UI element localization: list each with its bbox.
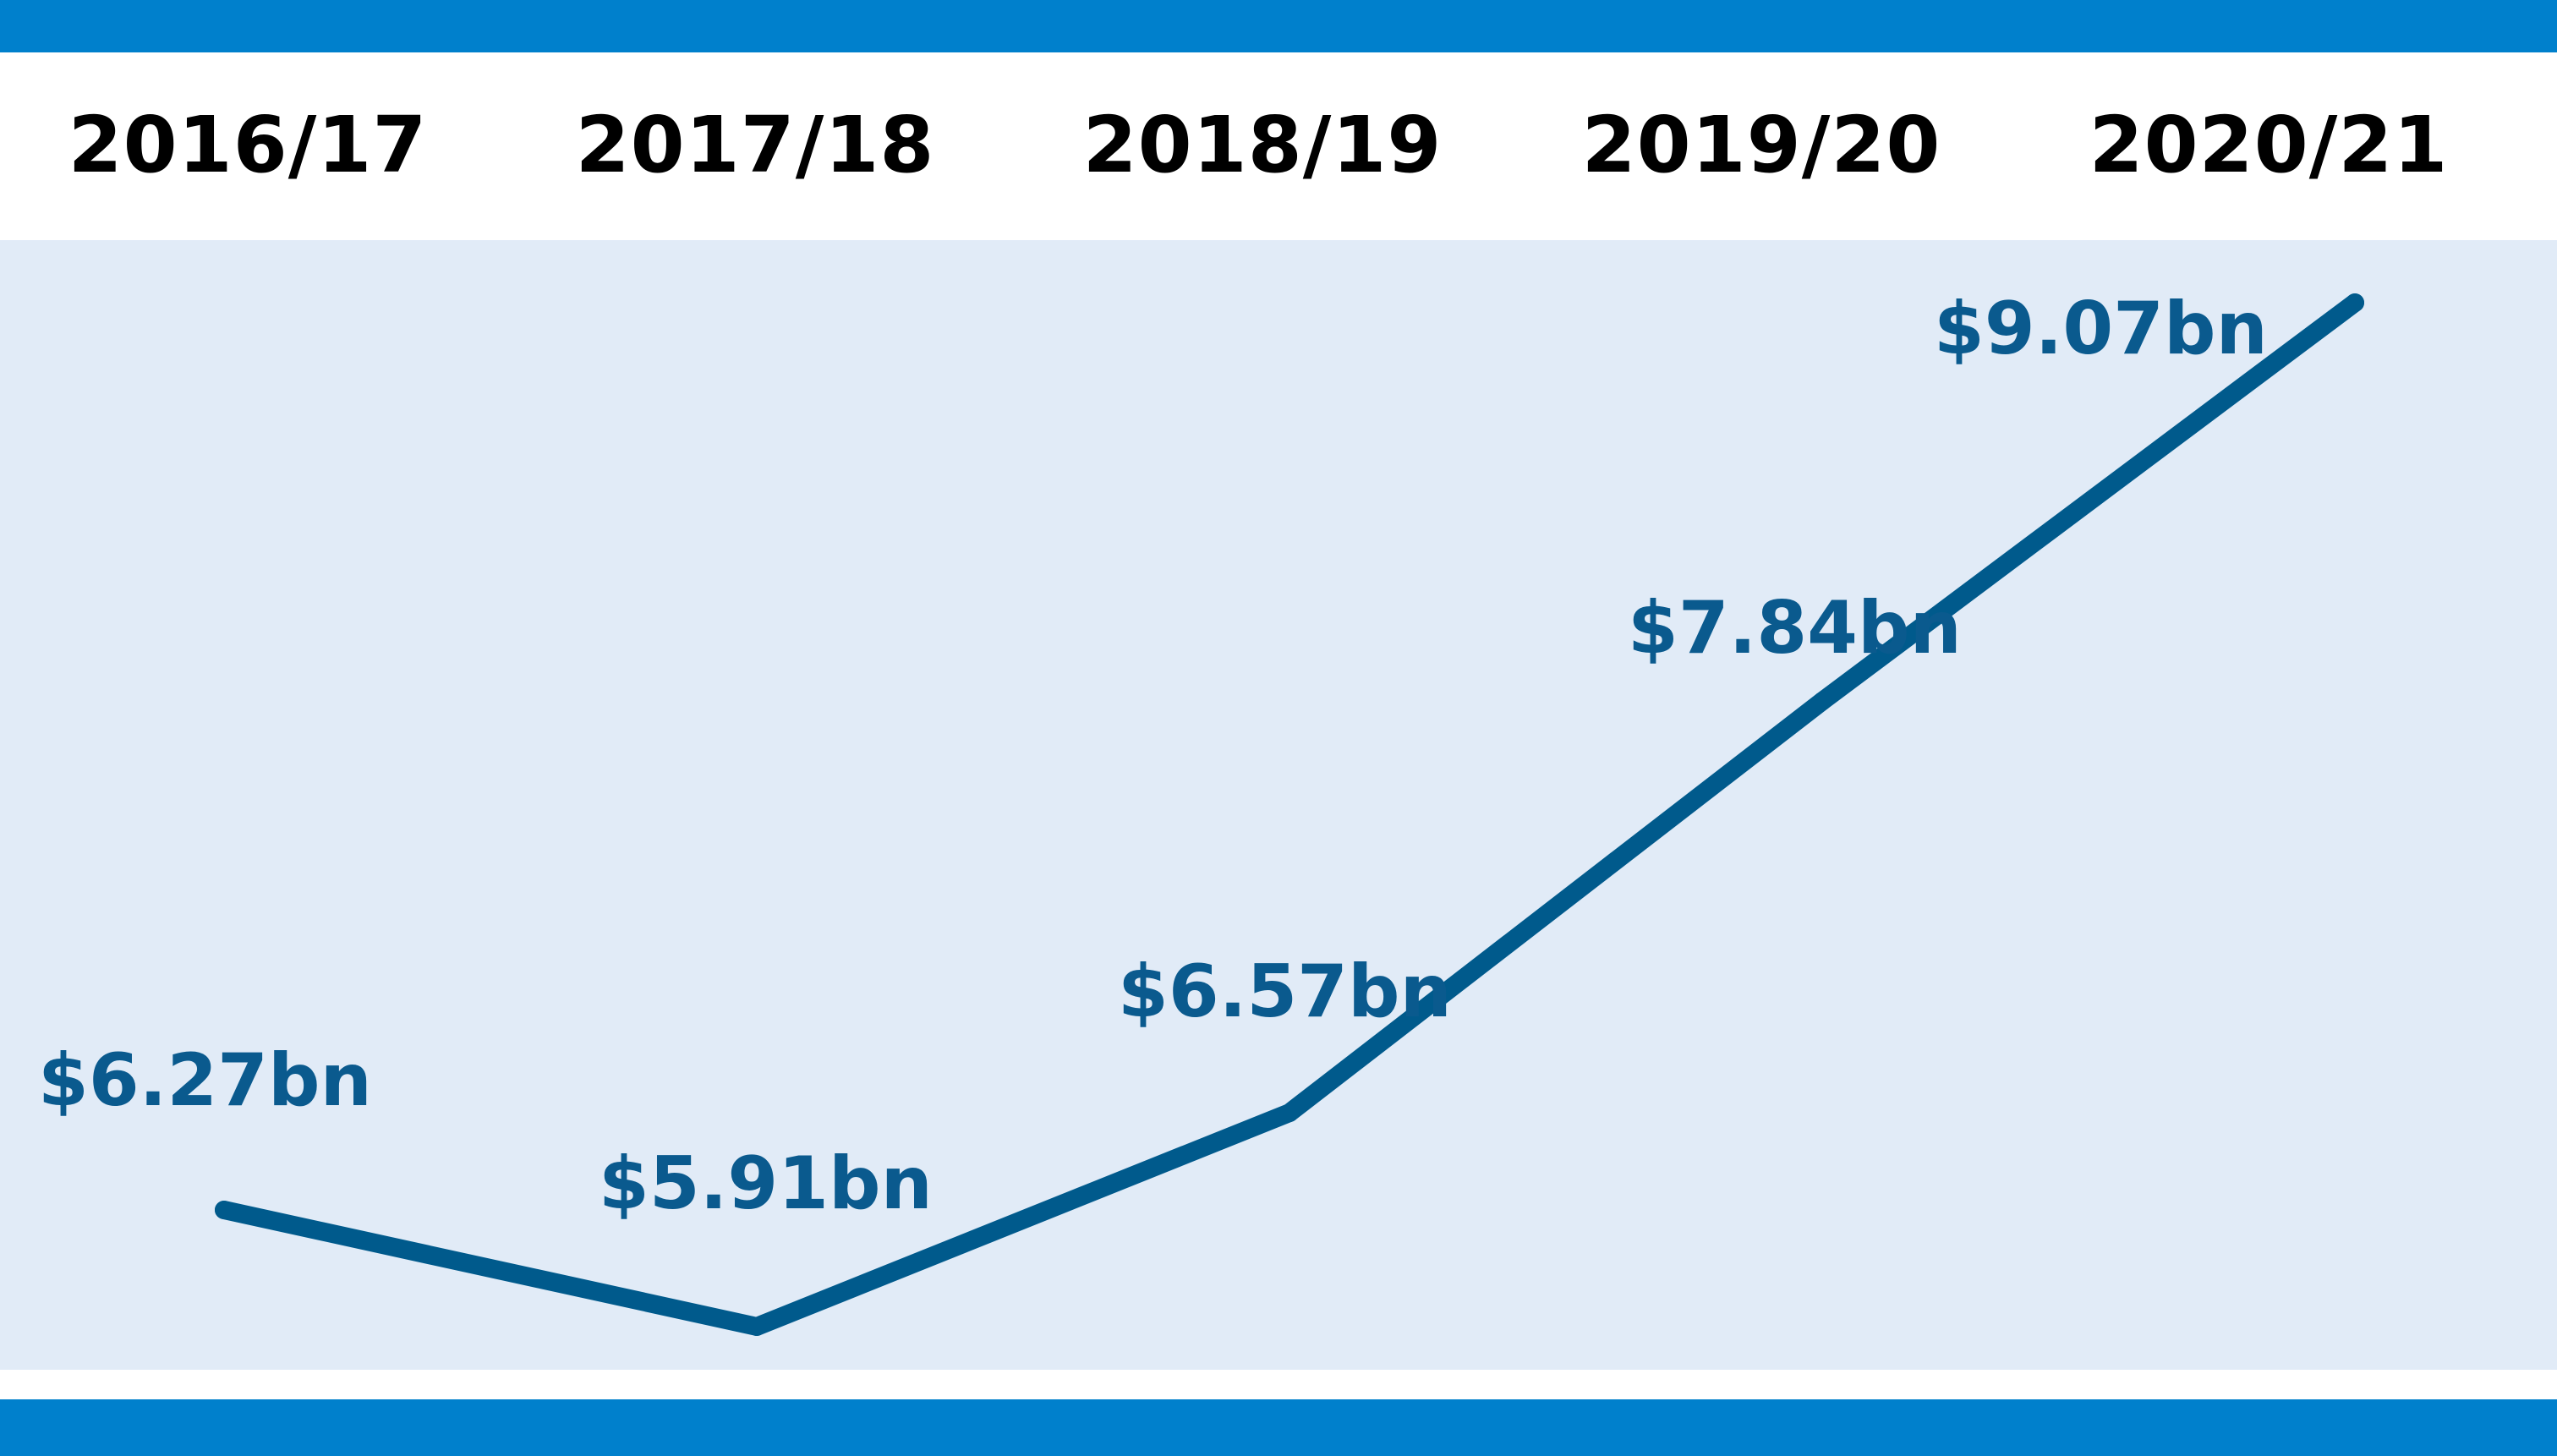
period-label-2016-17: 2016/17 — [68, 100, 428, 190]
plot-area — [0, 240, 2557, 1370]
data-point-2016-17 — [215, 1201, 233, 1219]
data-label-2018-19: $6.57bn — [1118, 950, 1452, 1034]
period-label-2019-20: 2019/20 — [1581, 100, 1941, 190]
data-point-2019-20 — [1813, 692, 1832, 711]
data-point-2018-19 — [1280, 1103, 1299, 1123]
data-label-2020-21: $9.07bn — [1934, 287, 2268, 371]
period-label-2018-19: 2018/19 — [1082, 100, 1443, 190]
bottom-accent-bar — [0, 1399, 2557, 1456]
data-labels: $6.27bn $5.91bn $6.57bn $7.84bn $9.07bn — [38, 287, 2268, 1226]
top-accent-bar — [0, 0, 2557, 52]
data-label-2019-20: $7.84bn — [1628, 586, 1962, 671]
series-layer — [215, 293, 2364, 1336]
period-label-2017-18: 2017/18 — [575, 100, 935, 190]
series-line — [215, 293, 2364, 1336]
data-label-2017-18: $5.91bn — [599, 1141, 933, 1226]
period-header: 2016/17 2017/18 2018/19 2019/20 2020/21 — [0, 52, 2557, 240]
data-point-2017-18 — [747, 1316, 766, 1336]
data-point-2020-21 — [2346, 293, 2364, 312]
data-label-2016-17: $6.27bn — [38, 1038, 372, 1123]
period-label-2020-21: 2020/21 — [2089, 100, 2449, 190]
